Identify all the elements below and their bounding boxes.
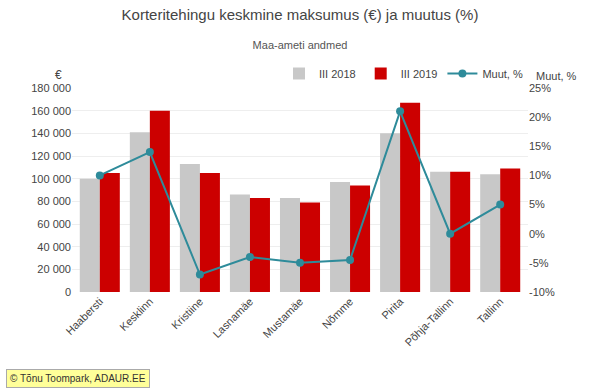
svg-text:Lasnamäe: Lasnamäe (210, 295, 255, 340)
svg-text:Põhja-Tallinn: Põhja-Tallinn (402, 295, 455, 348)
svg-text:100 000: 100 000 (31, 173, 71, 185)
svg-text:40 000: 40 000 (37, 241, 71, 253)
svg-text:120 000: 120 000 (31, 150, 71, 162)
svg-text:15%: 15% (529, 140, 551, 152)
svg-text:5%: 5% (529, 198, 545, 210)
svg-text:140 000: 140 000 (31, 127, 71, 139)
svg-text:Pirita: Pirita (379, 295, 406, 322)
svg-text:III 2019: III 2019 (401, 68, 438, 80)
svg-text:Muut, %: Muut, % (536, 70, 577, 82)
svg-text:Nõmme: Nõmme (320, 295, 356, 331)
svg-text:Kristiine: Kristiine (169, 295, 205, 331)
svg-text:10%: 10% (529, 169, 551, 181)
svg-text:60 000: 60 000 (37, 218, 71, 230)
svg-text:III 2018: III 2018 (319, 68, 356, 80)
svg-text:Korteritehingu keskmine maksum: Korteritehingu keskmine maksumus (€) ja … (122, 6, 479, 23)
svg-text:-10%: -10% (529, 286, 555, 298)
svg-text:0: 0 (65, 286, 71, 298)
svg-text:Haabersti: Haabersti (63, 295, 105, 337)
svg-text:0%: 0% (529, 228, 545, 240)
svg-text:Maa-ameti andmed: Maa-ameti andmed (253, 39, 348, 51)
svg-text:20 000: 20 000 (37, 263, 71, 275)
svg-text:-5%: -5% (529, 257, 549, 269)
svg-text:Mustamäe: Mustamäe (261, 295, 306, 340)
svg-text:25%: 25% (529, 82, 551, 94)
svg-text:180 000: 180 000 (31, 82, 71, 94)
svg-text:Muut, %: Muut, % (482, 68, 523, 80)
svg-text:20%: 20% (529, 111, 551, 123)
svg-text:Tallinn: Tallinn (475, 295, 506, 326)
svg-text:Kesklinn: Kesklinn (117, 295, 155, 333)
svg-text:© Tõnu Toompark, ADAUR.EE: © Tõnu Toompark, ADAUR.EE (10, 373, 146, 384)
svg-text:80 000: 80 000 (37, 195, 71, 207)
svg-text:160 000: 160 000 (31, 105, 71, 117)
svg-text:€: € (55, 68, 62, 82)
